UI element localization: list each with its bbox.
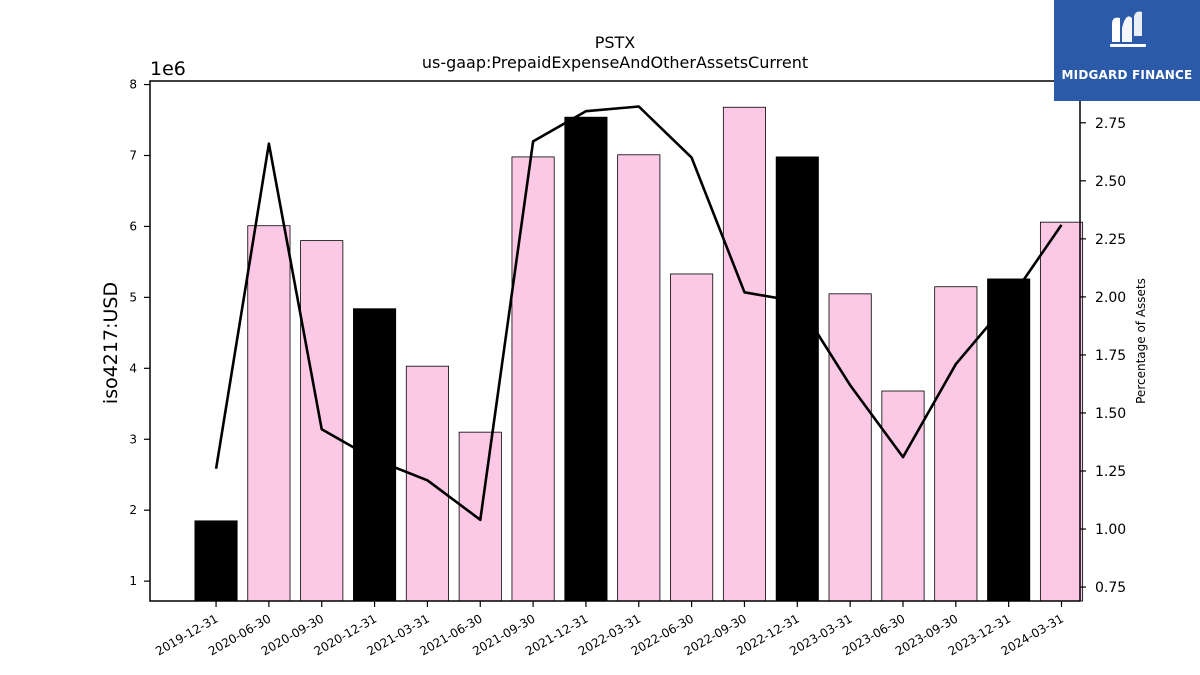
bar-2020-06-30 bbox=[247, 225, 291, 602]
bar-2023-03-31 bbox=[828, 293, 872, 602]
y2-tick-label: 1.50 bbox=[1095, 406, 1126, 422]
y2-tick-label: 2.75 bbox=[1095, 116, 1126, 132]
bar-2023-09-30 bbox=[934, 286, 978, 602]
y-axis-multiplier: 1e6 bbox=[150, 58, 186, 80]
y2-tick-label: 1.00 bbox=[1095, 522, 1126, 538]
y2-tick-label: 2.25 bbox=[1095, 232, 1126, 248]
y2-tick-label: 1.25 bbox=[1095, 464, 1126, 480]
y-tick-label: 8 bbox=[129, 78, 137, 92]
bar-2022-03-31 bbox=[617, 154, 661, 602]
y2-tick-label: 0.75 bbox=[1095, 580, 1126, 596]
logo-mark-icon bbox=[1110, 11, 1146, 47]
bar-2020-09-30 bbox=[300, 240, 344, 602]
bar-2024-03-31 bbox=[1039, 221, 1084, 602]
y-tick-label: 5 bbox=[129, 290, 137, 304]
brand-logo: MIDGARD FINANCE bbox=[1054, 0, 1200, 101]
y-tick-label: 4 bbox=[129, 361, 137, 375]
bar-2019-12-31 bbox=[194, 520, 238, 602]
y-tick-label: 1 bbox=[129, 574, 137, 588]
chart-title: PSTX bbox=[595, 33, 636, 52]
y2-axis-label: Percentage of Assets bbox=[1134, 278, 1148, 404]
bar-2021-09-30 bbox=[511, 156, 555, 602]
bar-2021-03-31 bbox=[405, 365, 449, 602]
bar-2022-12-31 bbox=[775, 156, 819, 602]
logo-text: MIDGARD FINANCE bbox=[1061, 68, 1193, 82]
y2-tick-label: 2.50 bbox=[1095, 174, 1126, 190]
bar-2023-12-31 bbox=[987, 278, 1031, 602]
bar-2022-09-30 bbox=[722, 106, 766, 602]
bar-2021-12-31 bbox=[564, 116, 608, 602]
plot-frame bbox=[149, 80, 1081, 602]
y2-tick-label: 1.75 bbox=[1095, 348, 1126, 364]
y-axis-label: iso4217:USD bbox=[100, 282, 122, 404]
y-tick-label: 3 bbox=[129, 432, 137, 446]
bar-2023-06-30 bbox=[881, 390, 925, 602]
bars bbox=[194, 106, 1084, 602]
percentage-line-series bbox=[214, 105, 1063, 522]
y2-tick-label: 2.00 bbox=[1095, 290, 1126, 306]
y-tick-label: 7 bbox=[129, 148, 137, 162]
y-tick-label: 2 bbox=[129, 503, 137, 517]
bar-2022-06-30 bbox=[670, 273, 714, 602]
y-tick-label: 6 bbox=[129, 219, 137, 233]
bar-2020-12-31 bbox=[353, 308, 397, 602]
chart-subtitle: us-gaap:PrepaidExpenseAndOtherAssetsCurr… bbox=[422, 53, 808, 72]
